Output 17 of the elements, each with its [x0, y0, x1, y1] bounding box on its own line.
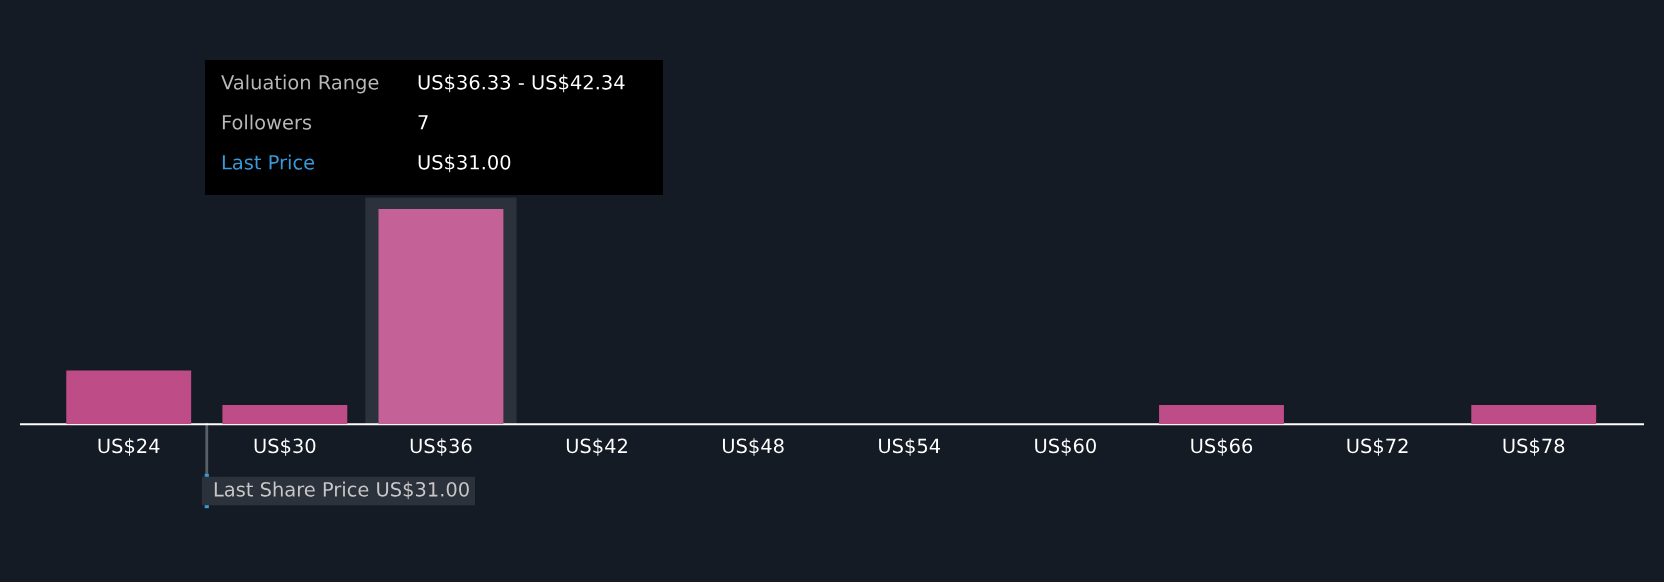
x-tick-label: US$42	[566, 438, 627, 456]
text: Followers	[222, 114, 312, 130]
text: US$36.33 - US$42.34	[418, 74, 625, 93]
text: US$31.00	[418, 154, 511, 173]
x-tick-label: US$48	[723, 438, 784, 456]
x-tick-label: US$54	[879, 438, 941, 456]
x-tick-label: US$30	[254, 438, 316, 456]
text: Valuation Range	[221, 74, 379, 94]
x-tick-label: US$60	[1035, 438, 1096, 456]
text: 7	[418, 115, 428, 130]
x-tick-label: US$72	[1347, 438, 1408, 456]
x-tick-label: US$24	[98, 438, 160, 456]
ref-line-label: Last Share Price US$31.00	[214, 481, 469, 500]
text: Last Price	[222, 154, 315, 170]
x-tick-label: US$36	[410, 438, 472, 456]
x-tick-label: US$78	[1503, 438, 1565, 456]
x-tick-label: US$66	[1191, 438, 1253, 456]
